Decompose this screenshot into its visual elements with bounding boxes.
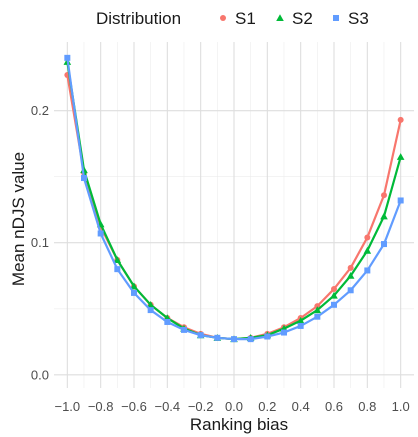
legend-item-s1: S1 (220, 9, 256, 28)
x-tick-label: 0.0 (225, 399, 243, 414)
y-tick-label: 0.0 (31, 367, 49, 382)
series-s1-point (364, 234, 371, 241)
legend-key-s1 (220, 15, 226, 21)
legend-key-s3 (333, 15, 339, 21)
series-s2-point (113, 256, 122, 263)
x-tick-label: −0.6 (121, 399, 147, 414)
series-s3-point (247, 336, 254, 343)
series-s2-point (346, 271, 355, 279)
y-tick-label: 0.2 (31, 103, 49, 118)
series-s1-point (331, 285, 337, 292)
series-s3-point (64, 54, 71, 61)
series-s1-point (381, 192, 387, 199)
x-tick-label: −0.8 (88, 399, 114, 414)
x-tick-label: 0.4 (292, 399, 310, 414)
series-s2-point (330, 291, 338, 299)
x-axis-label: Ranking bias (190, 415, 288, 434)
series-s3-point (81, 175, 87, 182)
legend-label-s3: S3 (348, 9, 369, 28)
series-s3-point (381, 241, 387, 248)
legend-label-s2: S2 (292, 9, 313, 28)
series-s2-point (146, 301, 155, 308)
series-s3-point (181, 326, 187, 333)
series-s3-point (314, 313, 321, 320)
legend-key-s2 (276, 14, 284, 22)
legend: Distribution S1 S2 S3 (96, 9, 369, 28)
series-s3-point (114, 266, 121, 273)
series-s3-point (364, 267, 371, 274)
y-axis-label: Mean nDJS value (9, 152, 28, 286)
series-s2-point (296, 316, 305, 324)
legend-item-s3: S3 (333, 9, 369, 28)
x-tick-label: 0.8 (358, 399, 376, 414)
series-s3-point (264, 333, 271, 340)
series-s2-point (313, 306, 322, 314)
x-tick-label: 0.2 (258, 399, 276, 414)
series-s2-point (130, 282, 138, 290)
series-s3-point (297, 322, 304, 329)
series-s2-point (363, 246, 372, 254)
x-tick-label: 0.6 (325, 399, 343, 414)
series-s2-point (380, 212, 388, 220)
legend-item-s2: S2 (276, 9, 313, 28)
series-s3-point (331, 301, 337, 308)
x-tick-label: −1.0 (54, 399, 80, 414)
series-s1-point (347, 264, 354, 271)
series-s3 (64, 54, 404, 343)
x-tick-label: 1.0 (392, 399, 410, 414)
legend-title: Distribution (96, 9, 181, 28)
x-tick-label: −0.2 (188, 399, 214, 414)
series-s3-point (147, 307, 154, 314)
series-s3-point (347, 287, 354, 294)
series-s3-point (397, 197, 404, 204)
series-s3-point (131, 289, 137, 296)
series-s3-point (214, 334, 221, 341)
series-s3-point (164, 318, 171, 325)
series-s3-point (97, 230, 104, 237)
x-tick-label: −0.4 (154, 399, 180, 414)
series-s3-point (231, 336, 237, 343)
legend-label-s1: S1 (235, 9, 256, 28)
y-tick-label: 0.1 (31, 235, 49, 250)
series-s1-point (397, 116, 404, 123)
series-s3-point (197, 332, 204, 339)
series-s2-point (396, 153, 405, 160)
series-s3-point (281, 329, 287, 336)
